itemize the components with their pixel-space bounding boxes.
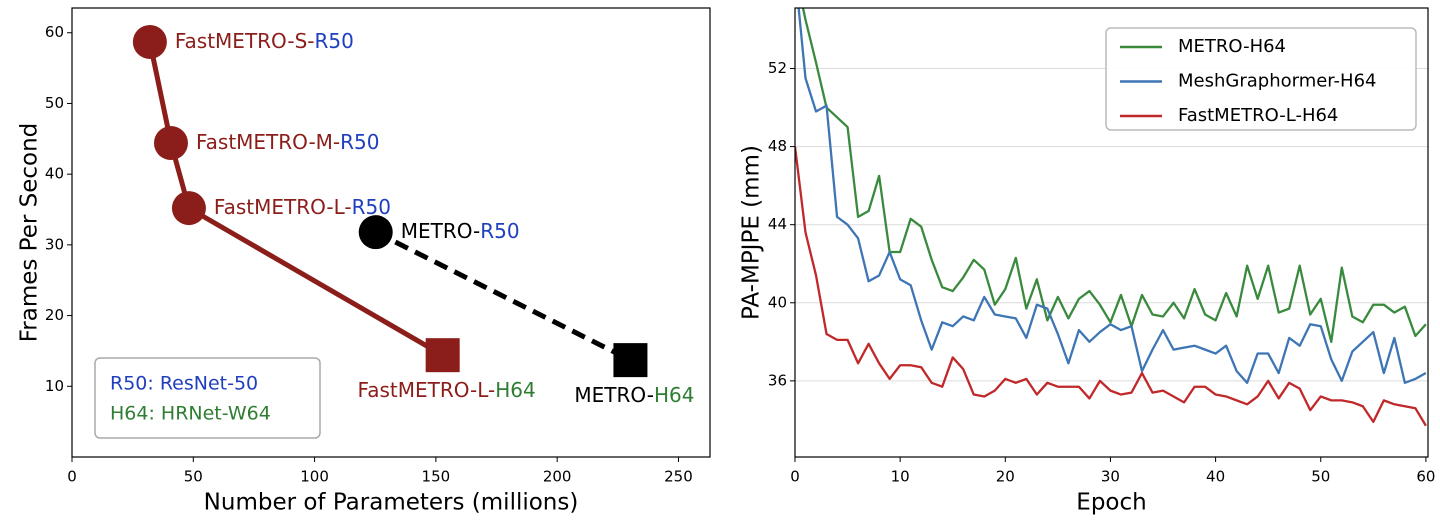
x-tick-label: 60 [1416,468,1435,486]
x-tick-label: 200 [543,468,572,486]
point-label: FastMETRO-L-R50 [214,195,391,219]
point-label-part: R50 [480,219,519,243]
x-axis-label: Epoch [1076,490,1146,516]
y-tick-label: 40 [768,293,787,311]
legend-label: FastMETRO-L-H64 [1178,105,1338,126]
x-tick-label: 50 [1311,468,1330,486]
y-axis-label: PA-MPJPE (mm) [739,145,765,320]
y-tick-label: 36 [768,371,787,389]
panel: 36 40 44 48 52 0 10 20 30 40 50 60 Epoch PA-MPJPE (mm… [739,7,1435,516]
series-line [795,146,1427,427]
annotation: R50: ResNet-50 [110,373,258,395]
x-tick-label: 0 [67,468,77,486]
y-tick-label: 10 [45,377,64,395]
point-label: FastMETRO-L-H64 [358,378,536,402]
plot-area [147,41,632,363]
y-tick-label: 44 [768,215,787,233]
y-tick-label: 50 [45,94,64,112]
marker [613,343,648,378]
x-tick-label: 40 [1206,468,1225,486]
panel: 10 20 30 40 50 60 0 50 100 150 200 250 Number of Par… [17,7,711,516]
series-line [147,41,444,358]
y-tick-label: 20 [45,306,64,324]
point-label-part: FastMETRO-L- [214,195,352,219]
x-tick-label: 10 [891,468,910,486]
point-label: METRO-R50 [401,219,520,243]
x-tick-label: 250 [664,468,693,486]
point-label-part: H64 [495,378,536,402]
point-label: FastMETRO-M-R50 [196,130,380,154]
point-label-part: FastMETRO-M- [196,130,340,154]
point-label-part: R50 [352,195,391,219]
x-tick-label: 20 [996,468,1015,486]
marker [425,338,460,373]
axes-frame [71,7,711,458]
x-tick-label: 30 [1101,468,1120,486]
marker [153,126,188,161]
x-tick-label: 0 [790,468,800,486]
marker [171,191,206,226]
y-tick-label: 40 [45,165,64,183]
series-line [797,8,1427,384]
x-tick-label: 50 [184,468,203,486]
marker [358,215,393,250]
plot-area [795,8,1427,427]
legend-label: MeshGraphormer-H64 [1178,71,1377,92]
legend-label: METRO-H64 [1178,36,1286,57]
axes-frame [794,7,1429,458]
annotation: H64: HRNet-W64 [110,403,271,425]
point-label-part: R50 [314,28,353,52]
series-line [801,8,1427,343]
annotation-box [94,357,321,439]
x-axis-label: Number of Parameters (millions) [204,490,579,516]
y-tick-label: 48 [768,137,787,155]
point-label: FastMETRO-S-R50 [175,28,354,52]
legend-box [1105,27,1417,131]
point-label-part: FastMETRO-S- [175,28,315,52]
point-label-part: METRO- [574,383,654,407]
x-tick-label: 100 [300,468,329,486]
point-label-part: FastMETRO-L- [358,378,496,402]
y-tick-label: 52 [768,59,787,77]
marker [132,24,167,59]
point-label-part: R50 [340,130,379,154]
point-label: METRO-H64 [574,383,694,407]
x-tick-label: 150 [422,468,451,486]
point-label-part: METRO- [401,219,481,243]
point-label-part: H64 [654,383,695,407]
series-line [374,229,632,363]
y-tick-label: 60 [45,23,64,41]
y-axis-label: Frames Per Second [17,123,43,343]
y-tick-label: 30 [45,235,64,253]
